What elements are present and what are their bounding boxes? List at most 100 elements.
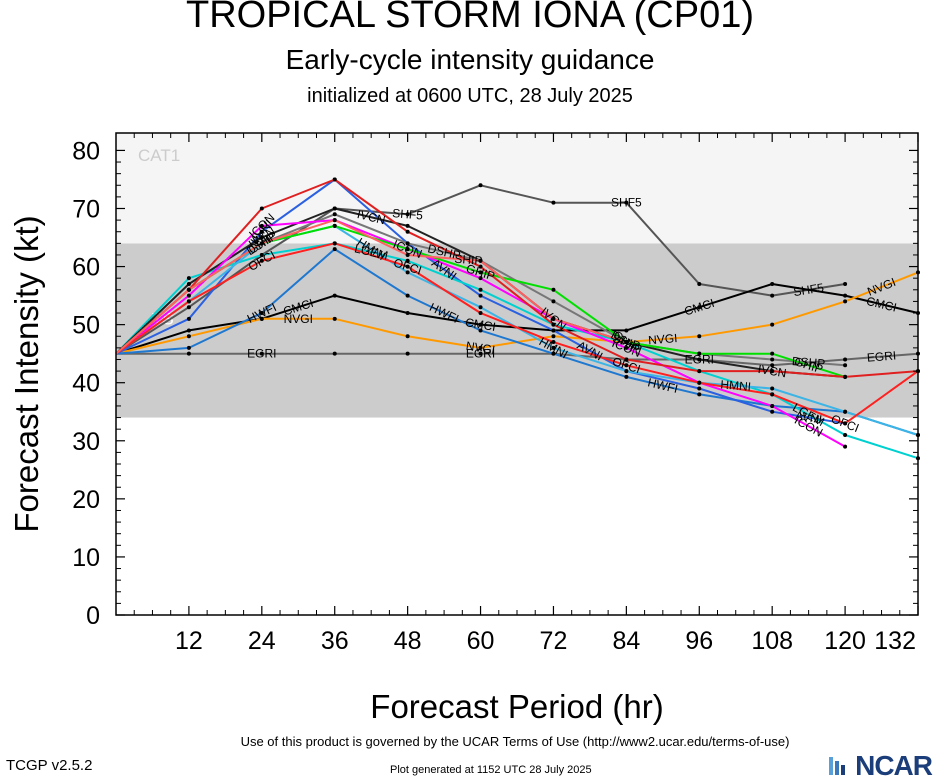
- data-point: [405, 258, 410, 263]
- data-point: [551, 334, 556, 339]
- chart-subtitle: Early-cycle intensity guidance: [285, 44, 655, 75]
- data-point: [186, 305, 191, 310]
- series-label: HMNI: [720, 377, 752, 393]
- x-tick-label: 132: [874, 627, 916, 655]
- data-point: [405, 351, 410, 356]
- x-tick-label: 12: [175, 627, 203, 655]
- series-label: AVNI: [794, 409, 823, 427]
- x-tick-label: 84: [612, 627, 640, 655]
- series-label: DSHP: [791, 354, 825, 371]
- series-label: EGRI: [866, 348, 896, 364]
- data-point: [332, 177, 337, 182]
- data-point: [624, 328, 629, 333]
- y-tick-label: 0: [86, 602, 100, 630]
- series-label: IVCN: [356, 207, 387, 227]
- y-axis-title: Forecast Intensity (kt): [8, 215, 45, 532]
- series-line: [115, 178, 919, 378]
- data-point: [624, 340, 629, 345]
- data-point: [697, 351, 702, 356]
- data-point: [186, 334, 191, 339]
- series-label-text: CMCI: [464, 315, 497, 334]
- data-point: [478, 258, 483, 263]
- data-point: [405, 241, 410, 246]
- data-point: [843, 421, 848, 426]
- data-point: [697, 305, 702, 310]
- band-ts: [116, 243, 918, 418]
- data-point: [186, 299, 191, 304]
- data-point: [770, 322, 775, 327]
- y-tick-label: 40: [72, 370, 100, 398]
- data-point: [551, 299, 556, 304]
- data-point: [259, 229, 264, 234]
- series-label-text: EGRI: [466, 347, 495, 361]
- data-point: [843, 409, 848, 414]
- series-label: IVCN: [757, 362, 788, 380]
- data-point: [186, 276, 191, 281]
- data-point: [405, 252, 410, 257]
- data-point: [405, 229, 410, 234]
- series-label: SHIP: [454, 252, 483, 268]
- data-point: [478, 276, 483, 281]
- series-label: CMCI: [865, 294, 898, 315]
- data-point: [478, 183, 483, 188]
- data-point: [697, 357, 702, 362]
- x-tick-label: 72: [540, 627, 568, 655]
- series-label-text: HMNI: [720, 377, 752, 393]
- x-tick-label: 24: [248, 627, 276, 655]
- series-label: EGRI: [466, 347, 495, 361]
- data-point: [478, 322, 483, 327]
- data-point: [332, 241, 337, 246]
- data-point: [770, 357, 775, 362]
- data-point: [332, 223, 337, 228]
- series-label: SHF5: [792, 280, 825, 299]
- terms-of-use-text: Use of this product is governed by the U…: [240, 734, 790, 749]
- data-point: [405, 293, 410, 298]
- data-point: [259, 235, 264, 240]
- data-point: [186, 293, 191, 298]
- ncar-logo: NCAR: [827, 750, 933, 782]
- data-point: [259, 258, 264, 263]
- series-line: [116, 352, 919, 367]
- data-point: [259, 311, 264, 316]
- data-point: [843, 374, 848, 379]
- y-tick-label: 80: [72, 137, 100, 165]
- data-point: [332, 218, 337, 223]
- x-tick-label: 120: [824, 627, 866, 655]
- data-point: [186, 316, 191, 321]
- data-point: [478, 328, 483, 333]
- series-label-text: SHF5: [392, 206, 424, 222]
- series-label: EGRI: [247, 347, 276, 361]
- data-point: [624, 200, 629, 205]
- data-point: [551, 322, 556, 327]
- series-label: NVGI: [648, 331, 678, 347]
- data-point: [405, 264, 410, 269]
- data-point: [478, 287, 483, 292]
- data-point: [770, 369, 775, 374]
- series-line: [115, 242, 919, 425]
- y-tick-label: 60: [72, 254, 100, 282]
- ncar-logo-icon: [829, 757, 846, 775]
- data-point: [697, 281, 702, 286]
- data-point: [843, 432, 848, 437]
- data-point: [624, 363, 629, 368]
- data-point: [478, 311, 483, 316]
- data-point: [259, 241, 264, 246]
- series-label: SHF5: [392, 206, 424, 222]
- series-label: NVGI: [465, 339, 496, 357]
- data-point: [843, 444, 848, 449]
- data-point: [697, 386, 702, 391]
- data-point: [551, 287, 556, 292]
- y-tick-label: 70: [72, 195, 100, 223]
- data-point: [405, 247, 410, 252]
- data-point: [770, 293, 775, 298]
- series-label-text: NVGI: [465, 339, 496, 357]
- x-tick-label: 36: [321, 627, 349, 655]
- data-point: [551, 351, 556, 356]
- series-label: SHF5: [611, 196, 642, 210]
- data-point: [697, 392, 702, 397]
- data-point: [332, 351, 337, 356]
- x-tick-label: 48: [394, 627, 422, 655]
- data-point: [770, 363, 775, 368]
- ncar-logo-text: NCAR: [855, 750, 933, 781]
